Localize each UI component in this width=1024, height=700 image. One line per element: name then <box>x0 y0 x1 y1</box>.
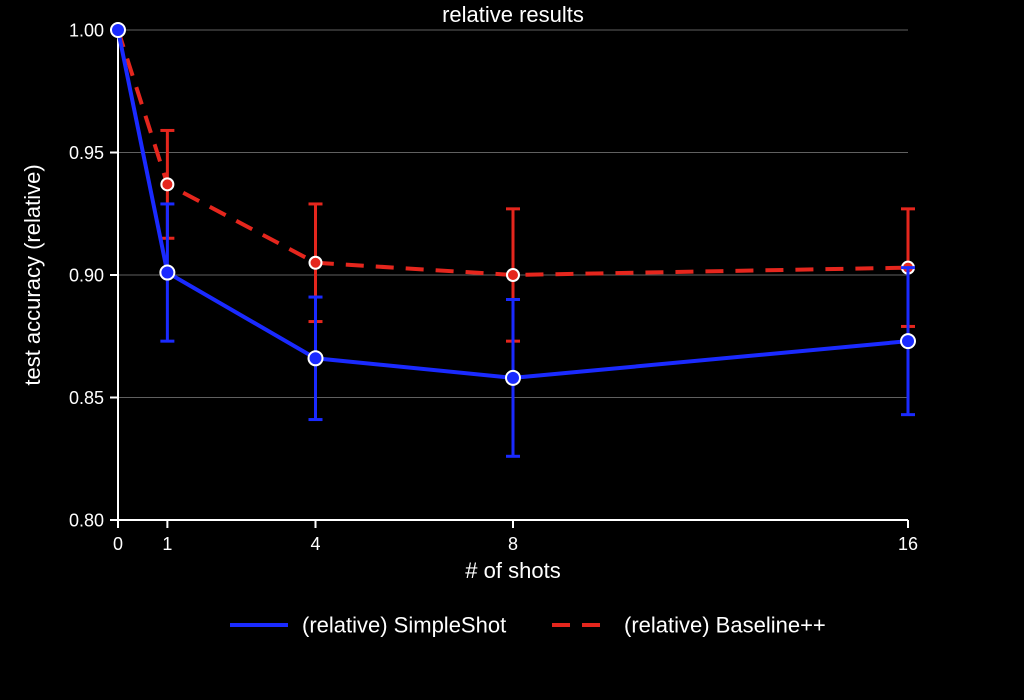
x-tick-label: 4 <box>310 534 320 554</box>
y-tick-label: 0.85 <box>69 388 104 408</box>
chart-title: relative results <box>442 2 584 27</box>
x-tick-label: 8 <box>508 534 518 554</box>
marker <box>161 178 173 190</box>
y-tick-label: 0.80 <box>69 510 104 530</box>
relative-results-chart: 0 1 4 8 16 0.80 0.85 0.90 0.95 1.00 # of shots test… <box>0 0 1024 700</box>
marker <box>901 334 915 348</box>
x-tick-label: 0 <box>113 534 123 554</box>
marker <box>507 269 519 281</box>
legend-label-s2: (relative) Baseline++ <box>624 613 826 638</box>
x-tick-label: 16 <box>898 534 918 554</box>
marker <box>160 266 174 280</box>
x-axis-label: # of shots <box>465 558 560 583</box>
legend-label-s1: (relative) SimpleShot <box>302 613 506 638</box>
y-tick-label: 0.95 <box>69 143 104 163</box>
y-axis-label: test accuracy (relative) <box>20 164 45 385</box>
y-tick-label: 0.90 <box>69 265 104 285</box>
y-tick-label: 1.00 <box>69 20 104 40</box>
marker <box>506 371 520 385</box>
marker <box>309 351 323 365</box>
x-tick-label: 1 <box>162 534 172 554</box>
marker <box>310 257 322 269</box>
marker <box>111 23 125 37</box>
